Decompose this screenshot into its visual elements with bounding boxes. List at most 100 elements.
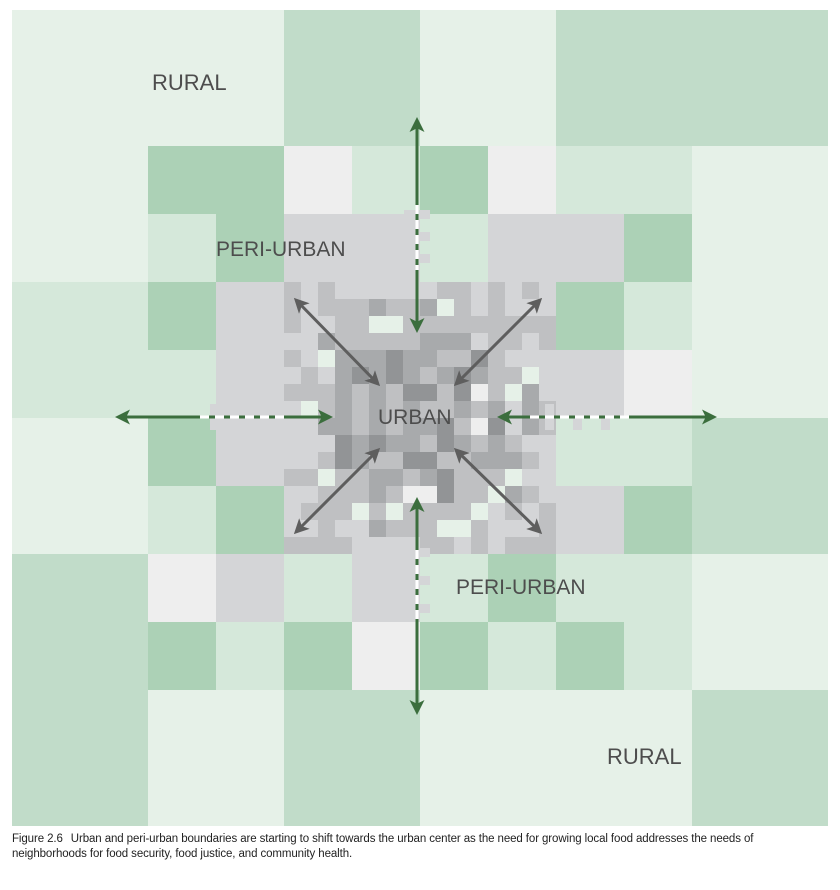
- urban-tile: [454, 384, 471, 401]
- urban-tile: [454, 401, 471, 418]
- urban-tile: [522, 435, 539, 452]
- urban-periurban-rural-diagram: RURAL PERI-URBAN URBAN PERI-URBAN RURAL: [12, 10, 828, 826]
- urban-tile: [403, 435, 420, 452]
- rural-tile: [148, 10, 284, 146]
- urban-tile: [437, 435, 454, 452]
- urban-tile: [471, 537, 488, 554]
- urban-tile: [505, 350, 522, 367]
- urban-tile: [454, 486, 471, 503]
- urban-tile: [335, 435, 352, 452]
- urban-tile: [420, 503, 437, 520]
- urban-tile: [335, 350, 352, 367]
- urban-tile: [437, 537, 454, 554]
- peri-urban-tile: [556, 214, 624, 282]
- urban-tile: [352, 299, 369, 316]
- peri-urban-tile: [624, 554, 692, 622]
- urban-tile: [420, 418, 437, 435]
- peri-urban-tile: [148, 214, 216, 282]
- urban-tile: [352, 282, 369, 299]
- urban-tile: [471, 503, 488, 520]
- urban-tile: [284, 282, 301, 299]
- urban-tile: [420, 401, 437, 418]
- urban-tile: [505, 537, 522, 554]
- urban-tile: [420, 435, 437, 452]
- peri-urban-tile: [556, 622, 624, 690]
- peri-urban-tile: [624, 146, 692, 214]
- rural-label-top: RURAL: [152, 70, 227, 95]
- urban-tile: [386, 486, 403, 503]
- urban-tile: [437, 282, 454, 299]
- urban-tile: [284, 333, 301, 350]
- urban-tile: [369, 486, 386, 503]
- urban-tile: [403, 333, 420, 350]
- urban-tile: [301, 435, 318, 452]
- urban-tile: [420, 350, 437, 367]
- urban-tile: [522, 418, 539, 435]
- urban-tile: [301, 418, 318, 435]
- peri-urban-tile: [352, 146, 420, 214]
- urban-tile: [420, 333, 437, 350]
- urban-tile: [488, 350, 505, 367]
- south-east-arrow: [453, 447, 543, 535]
- urban-tile: [352, 486, 369, 503]
- urban-tile: [352, 316, 369, 333]
- rural-tile: [692, 418, 828, 554]
- peri-urban-tile: [420, 622, 488, 690]
- urban-tile: [437, 486, 454, 503]
- peri-urban-tile: [148, 146, 216, 214]
- rural-tile: [148, 690, 284, 826]
- urban-tile: [369, 333, 386, 350]
- peri-urban-tile: [148, 622, 216, 690]
- urban-tile: [488, 452, 505, 469]
- urban-tile: [301, 401, 318, 418]
- urban-tile: [403, 418, 420, 435]
- urban-tile: [522, 452, 539, 469]
- peri-urban-tile: [216, 554, 284, 622]
- urban-tile: [454, 503, 471, 520]
- peri-urban-tile: [488, 622, 556, 690]
- urban-tile: [522, 333, 539, 350]
- urban-tile: [437, 350, 454, 367]
- rural-tile: [556, 690, 692, 826]
- urban-tile: [539, 486, 556, 503]
- urban-tile: [352, 367, 369, 384]
- urban-tile: [318, 384, 335, 401]
- urban-tile: [335, 299, 352, 316]
- urban-tile: [488, 435, 505, 452]
- south-west-arrow: [293, 447, 381, 535]
- urban-tile: [454, 350, 471, 367]
- peri-urban-tile: [556, 554, 624, 622]
- peri-urban-tile: [216, 486, 284, 554]
- urban-tile: [369, 418, 386, 435]
- peri-urban-tile: [284, 146, 352, 214]
- urban-tile: [301, 469, 318, 486]
- urban-tile: [522, 537, 539, 554]
- urban-tile: [437, 401, 454, 418]
- urban-tile: [505, 435, 522, 452]
- urban-tile: [403, 469, 420, 486]
- urban-tile: [437, 469, 454, 486]
- urban-tile: [386, 384, 403, 401]
- urban-tile: [335, 384, 352, 401]
- urban-tile: [488, 282, 505, 299]
- urban-tile: [284, 469, 301, 486]
- peri-urban-tile: [148, 486, 216, 554]
- urban-tile: [454, 282, 471, 299]
- rural-tile: [692, 146, 828, 282]
- urban-tile: [420, 282, 437, 299]
- urban-tile: [403, 350, 420, 367]
- urban-tile: [284, 316, 301, 333]
- urban-tile: [471, 486, 488, 503]
- urban-tile: [284, 537, 301, 554]
- peri-urban-tile: [624, 350, 692, 418]
- urban-tile: [318, 282, 335, 299]
- urban-tile: [488, 401, 505, 418]
- rural-tile: [12, 10, 148, 146]
- urban-tile: [505, 333, 522, 350]
- peri-urban-tile: [556, 486, 624, 554]
- rural-tile: [692, 554, 828, 690]
- urban-tile: [352, 503, 369, 520]
- urban-tile: [488, 299, 505, 316]
- rural-tile: [12, 690, 148, 826]
- urban-tile: [352, 418, 369, 435]
